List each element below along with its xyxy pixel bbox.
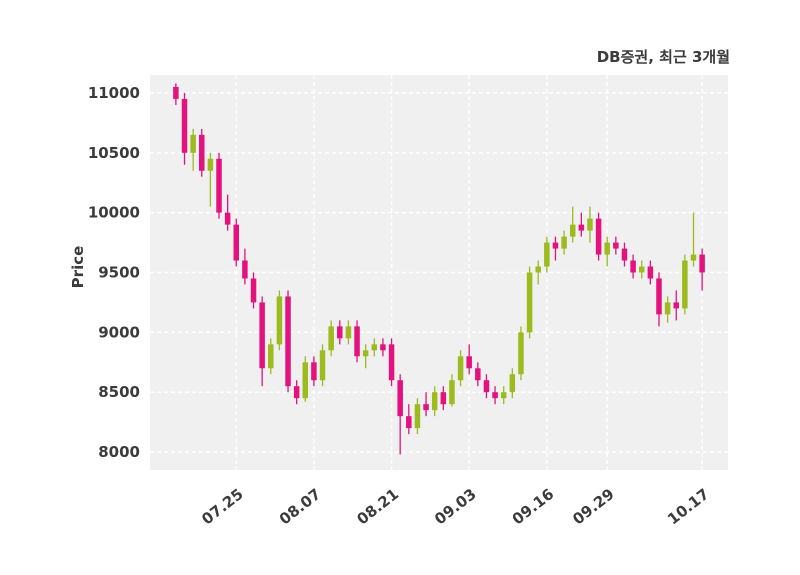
candle-body: [268, 344, 274, 369]
candle-body: [492, 392, 498, 399]
candle-body: [604, 242, 610, 255]
candle-body: [621, 248, 628, 261]
candle-body: [337, 326, 343, 339]
y-tick-label: 11000: [88, 84, 140, 102]
y-tick-label: 9000: [98, 323, 140, 341]
candle-body: [535, 266, 541, 273]
candle-body: [518, 332, 524, 375]
x-tick-label: 09.16: [509, 485, 557, 528]
candle-body: [173, 86, 179, 99]
candle-body: [319, 350, 326, 381]
x-tick-label: 07.25: [198, 485, 246, 528]
candle-body: [181, 98, 188, 153]
candle-body: [423, 404, 429, 411]
candle-body: [216, 158, 222, 213]
candle-body: [466, 356, 472, 369]
x-tick-label: 09.29: [569, 485, 617, 528]
candle-body: [509, 374, 516, 393]
candle-body: [388, 344, 395, 381]
candle-body: [656, 278, 662, 315]
candle-body: [595, 218, 602, 255]
candle-body: [682, 260, 688, 309]
candle-body: [328, 326, 334, 351]
candle-body: [397, 380, 403, 417]
candle-body: [699, 254, 705, 273]
candle-body: [638, 266, 645, 273]
candle-body: [285, 296, 291, 387]
candle-body: [483, 380, 490, 393]
candle-body: [690, 254, 697, 261]
candle-body: [354, 326, 360, 357]
y-tick-label: 10500: [88, 144, 140, 162]
candle-body: [475, 368, 481, 381]
candle-body: [500, 392, 507, 399]
candle-body: [302, 362, 309, 399]
candle-body: [457, 356, 464, 381]
candle-body: [293, 386, 300, 399]
candle-body: [345, 326, 352, 339]
y-tick-label: 8500: [98, 383, 140, 401]
y-tick-label: 8000: [98, 443, 140, 461]
candle-body: [561, 236, 567, 249]
candle-body: [630, 260, 636, 273]
candle-body: [380, 344, 386, 351]
candle-body: [259, 302, 265, 369]
candle-body: [224, 212, 231, 225]
x-tick-label: 08.21: [354, 485, 402, 528]
y-tick-label: 9500: [98, 264, 140, 282]
candle-body: [414, 404, 421, 429]
candle-body: [431, 392, 438, 411]
candle-body: [190, 134, 196, 153]
candle-body: [613, 242, 619, 249]
candle-body: [371, 344, 378, 351]
candle-body: [449, 380, 455, 405]
candle-body: [673, 302, 679, 309]
candle-body: [207, 158, 214, 171]
candle-body: [526, 272, 533, 333]
candle-body: [250, 278, 257, 303]
chart-title: DB증권, 최근 3개월: [596, 48, 730, 66]
candle-body: [587, 218, 593, 231]
candle-body: [647, 266, 654, 279]
y-tick-label: 10000: [88, 204, 140, 222]
candle-body: [406, 416, 412, 429]
x-tick-label: 08.07: [276, 485, 324, 528]
candle-body: [233, 224, 240, 261]
x-tick-label: 09.03: [431, 485, 479, 528]
candle-body: [362, 350, 369, 357]
candle-body: [569, 224, 576, 237]
candle-body: [552, 242, 559, 249]
candle-body: [578, 224, 585, 231]
candle-body: [311, 362, 317, 381]
candle-body: [440, 392, 447, 405]
candle-body: [544, 242, 550, 267]
candle-body: [664, 302, 671, 315]
candle-body: [276, 296, 283, 345]
candle-body: [242, 260, 248, 279]
x-tick-label: 10.17: [664, 485, 712, 528]
y-axis-label: Price: [69, 245, 87, 289]
candle-body: [199, 134, 205, 171]
